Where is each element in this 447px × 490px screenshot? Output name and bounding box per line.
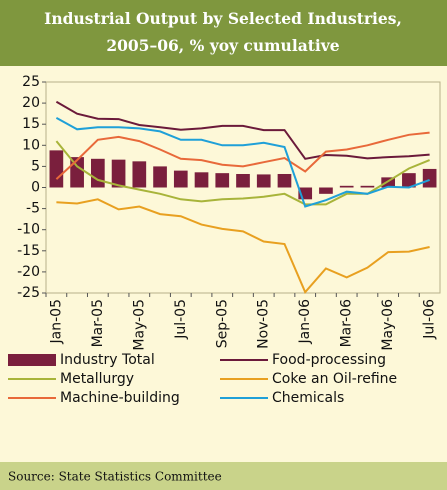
bar xyxy=(215,173,230,188)
bar xyxy=(236,173,250,188)
legend-label: Coke an Oil-refine xyxy=(272,371,397,387)
bar xyxy=(90,158,105,188)
bar xyxy=(319,187,333,194)
y-tick-label: 15 xyxy=(22,116,40,132)
bar xyxy=(422,168,437,188)
bar xyxy=(194,172,209,188)
x-tick-label: Jan-06 xyxy=(297,299,313,345)
chart-title-line: 2005–06, % yoy cumulative xyxy=(106,36,339,55)
y-tick-label: -5 xyxy=(26,201,40,217)
y-tick-label: 0 xyxy=(31,180,40,196)
x-tick-label: May-05 xyxy=(131,299,147,351)
y-tick-label: -25 xyxy=(17,285,40,301)
bar xyxy=(70,157,84,188)
x-tick-label: Jul-06 xyxy=(422,299,438,340)
y-tick-label: 5 xyxy=(31,158,40,174)
x-tick-label: Jan-05 xyxy=(48,299,64,344)
line xyxy=(55,100,430,160)
bar xyxy=(298,187,313,200)
y-tick-label: 20 xyxy=(22,95,40,111)
legend-label: Food-processing xyxy=(272,352,386,368)
bar xyxy=(277,173,292,188)
bar xyxy=(132,161,147,188)
x-tick-label: Mar-06 xyxy=(339,299,355,347)
bar xyxy=(360,185,375,188)
source: Source: State Statistics Committee xyxy=(8,470,222,484)
title-band xyxy=(0,0,447,66)
legend-label: Metallurgy xyxy=(60,371,134,387)
x-tick-label: Jul-05 xyxy=(173,299,189,340)
bar xyxy=(402,173,416,188)
bar xyxy=(153,166,167,188)
line xyxy=(55,131,430,180)
line xyxy=(56,198,430,295)
chart-title: Industrial Output by Selected Industries… xyxy=(44,9,402,28)
bar xyxy=(256,174,271,188)
bar xyxy=(173,170,188,188)
y-tick-label: 25 xyxy=(22,74,40,90)
legend-label: Chemicals xyxy=(272,390,344,406)
legend-label: Machine-building xyxy=(60,390,180,406)
line xyxy=(55,117,430,208)
legend-swatch xyxy=(8,354,56,366)
x-tick-label: Mar-05 xyxy=(90,299,106,347)
legend-label: Industry Total xyxy=(60,352,155,368)
y-tick-label: -20 xyxy=(17,264,40,280)
x-tick-label: May-06 xyxy=(380,299,396,351)
bar xyxy=(111,159,126,188)
bar xyxy=(381,177,396,188)
y-tick-label: 10 xyxy=(22,137,40,153)
y-tick-label: -15 xyxy=(17,243,40,259)
bar xyxy=(339,185,354,188)
x-tick-label: Nov-05 xyxy=(256,299,272,349)
y-tick-label: -10 xyxy=(17,222,40,238)
source-band xyxy=(0,462,447,490)
bar xyxy=(49,150,64,188)
x-tick-label: Sep-05 xyxy=(214,299,230,348)
